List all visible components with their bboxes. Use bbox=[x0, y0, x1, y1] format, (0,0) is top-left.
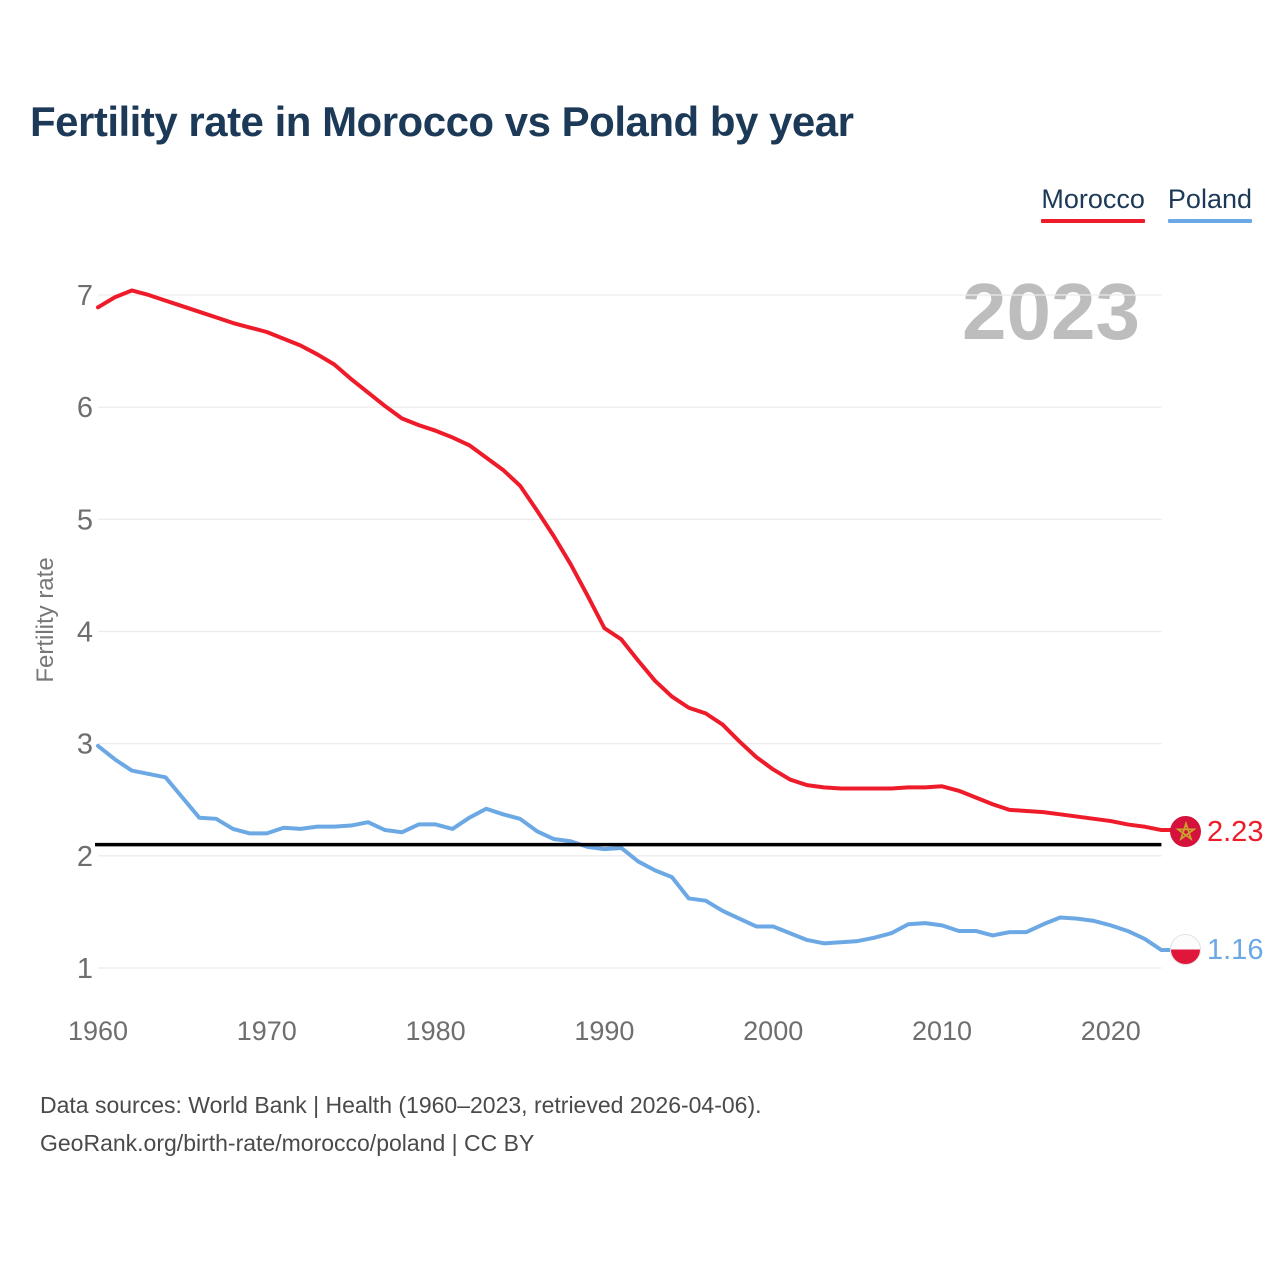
x-tick-label: 2020 bbox=[1081, 1016, 1141, 1046]
legend-item-poland[interactable]: Poland bbox=[1167, 184, 1252, 223]
y-tick-label: 5 bbox=[77, 504, 93, 536]
morocco-flag-icon bbox=[1170, 816, 1201, 847]
legend-label-poland: Poland bbox=[1167, 184, 1252, 214]
footer-sources: Data sources: World Bank | Health (1960–… bbox=[40, 1092, 762, 1118]
year-watermark: 2023 bbox=[962, 267, 1140, 356]
y-tick-label: 2 bbox=[77, 841, 93, 873]
footer-attribution: GeoRank.org/birth-rate/morocco/poland | … bbox=[40, 1130, 535, 1156]
legend-label-morocco: Morocco bbox=[1041, 184, 1145, 214]
poland-flag-icon bbox=[1170, 934, 1201, 965]
legend-item-morocco[interactable]: Morocco bbox=[1041, 184, 1145, 223]
footer: Data sources: World Bank | Health (1960–… bbox=[40, 1086, 762, 1162]
page-title: Fertility rate in Morocco vs Poland by y… bbox=[30, 98, 854, 145]
x-tick-label: 1980 bbox=[406, 1016, 466, 1046]
legend: Morocco Poland bbox=[1041, 184, 1252, 223]
x-tick-label: 1970 bbox=[237, 1016, 297, 1046]
x-tick-label: 2000 bbox=[743, 1016, 803, 1046]
y-tick-label: 7 bbox=[77, 280, 93, 312]
x-tick-label: 1960 bbox=[68, 1016, 128, 1046]
morocco-flag-star-icon bbox=[1174, 820, 1197, 841]
legend-underline-poland bbox=[1167, 219, 1252, 223]
x-tick-label: 1990 bbox=[574, 1016, 634, 1046]
y-tick-label: 4 bbox=[77, 616, 93, 648]
poland-line bbox=[96, 743, 1177, 953]
x-tick-label: 2010 bbox=[912, 1016, 972, 1046]
y-tick-label: 3 bbox=[77, 729, 93, 761]
y-tick-label: 6 bbox=[77, 392, 93, 424]
legend-underline-morocco bbox=[1041, 219, 1145, 223]
morocco-end-value: 2.23 bbox=[1207, 816, 1264, 848]
poland-end-value: 1.16 bbox=[1207, 934, 1264, 966]
morocco-line bbox=[96, 288, 1177, 833]
y-tick-label: 1 bbox=[77, 953, 93, 985]
